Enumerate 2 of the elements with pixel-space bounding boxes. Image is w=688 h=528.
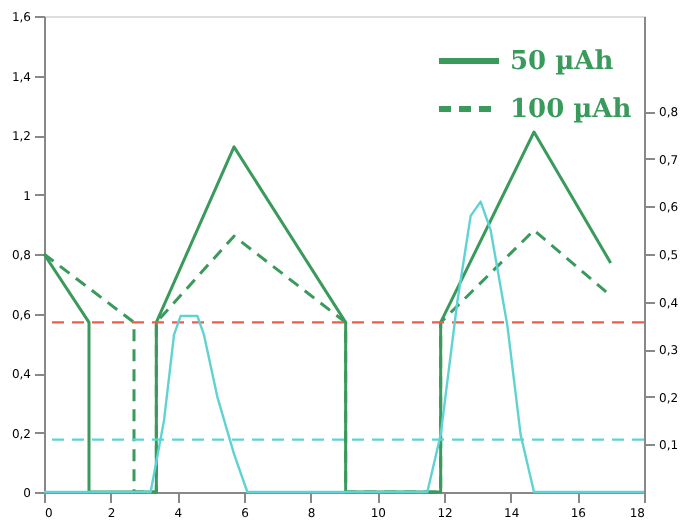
legend-label: 50 µAh (510, 47, 615, 77)
legend-label: 100 µAh (510, 95, 633, 125)
